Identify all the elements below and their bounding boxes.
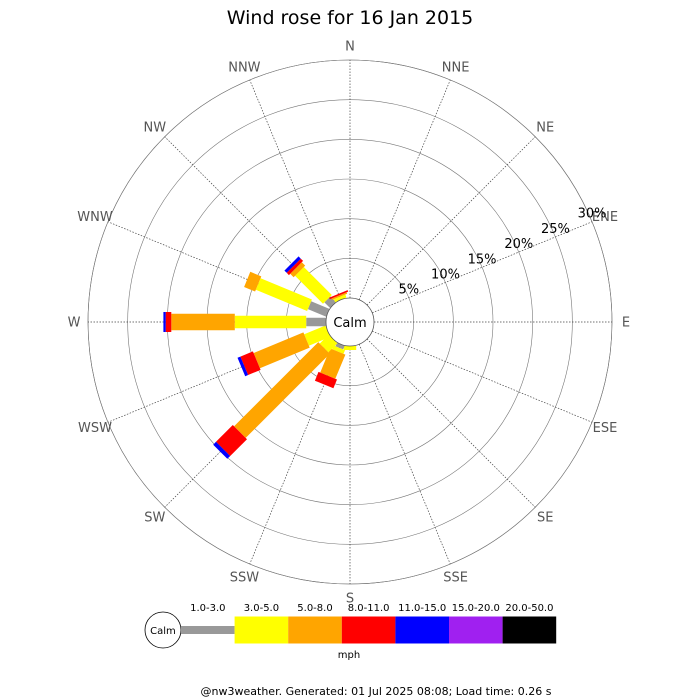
bar-nnw-bin-2 — [331, 292, 348, 300]
legend-label-8-0-11-0: 8.0-11.0 — [348, 603, 390, 614]
bar-sw-bin-3 — [216, 425, 247, 456]
direction-label-sse: SSE — [443, 571, 468, 586]
bar-wnw-bin-2 — [244, 271, 262, 292]
spoke-ne — [366, 136, 536, 306]
direction-label-nw: NW — [144, 120, 167, 135]
legend-label-20-0-50-0: 20.0-50.0 — [505, 603, 553, 614]
bar-nw-bin-3 — [286, 258, 304, 276]
bar-nw-bin-4 — [284, 256, 301, 273]
bar-w-bin-2 — [171, 313, 235, 331]
spoke-ene — [372, 221, 593, 314]
legend-calm-label: Calm — [150, 626, 176, 637]
legend-label-11-0-15-0: 11.0-15.0 — [398, 603, 446, 614]
calm-center: Calm — [325, 297, 375, 347]
calm-circle — [325, 297, 375, 347]
spoke-sse — [358, 344, 451, 565]
legend-swatch-20-0-50-0 — [502, 616, 557, 644]
bar-ssw-bin-2 — [320, 348, 346, 379]
legend-swatch-5-0-8-0 — [288, 616, 342, 644]
bar-wnw-bin-0 — [307, 301, 330, 317]
direction-label-ese: ESE — [593, 421, 618, 436]
legend-swatch-15-0-20-0 — [449, 616, 503, 644]
bar-nnw-bin-3 — [329, 290, 349, 300]
direction-label-nne: NNE — [442, 61, 470, 76]
radial-tick-label-30: 30% — [578, 207, 607, 222]
direction-label-nnw: NNW — [228, 61, 260, 76]
direction-label-w: W — [68, 316, 81, 331]
bar-ssw-bin-1 — [332, 345, 345, 354]
radial-tick-label-25: 25% — [541, 222, 570, 237]
direction-label-e: E — [622, 316, 630, 331]
spoke-nnw — [249, 79, 342, 300]
direction-label-wnw: WNW — [77, 210, 113, 225]
spoke-nne — [358, 79, 451, 300]
speed-legend: Calm mph 1.0-3.0 3.0-5.0 5.0-8.0 8.0-11.0 11… — [144, 603, 557, 661]
bar-w-bin-0 — [306, 317, 326, 327]
wind-bars — [163, 256, 357, 459]
bar-sw-bin-4 — [213, 441, 231, 459]
bar-w-bin-4 — [163, 312, 166, 332]
direction-label-sw: SW — [144, 511, 165, 526]
radial-tick-label-5: 5% — [398, 283, 419, 298]
bar-ssw-bin-3 — [314, 371, 337, 389]
bar-w-bin-3 — [165, 312, 172, 332]
bar-wsw-bin-3 — [240, 351, 261, 375]
legend-label-5-0-8-0: 5.0-8.0 — [297, 603, 332, 614]
bar-nw-bin-1 — [295, 267, 332, 304]
bar-nw-bin-2 — [290, 262, 306, 278]
percentage-labels: 5% 10% 15% 20% 25% 30% — [398, 207, 606, 298]
direction-label-ene: ENE — [592, 210, 618, 225]
legend-unit: mph — [338, 650, 360, 661]
bar-w-bin-1 — [234, 315, 307, 329]
bar-s-bin-1 — [343, 346, 357, 350]
legend-swatch-3-0-5-0 — [234, 616, 289, 644]
bar-sw-bin-2 — [234, 342, 330, 438]
direction-labels: N NNE NE ENE E ESE SE SSE S SSW SW WSW W WNW NW NNW — [68, 40, 631, 607]
direction-label-se: SE — [537, 511, 553, 526]
direction-label-s: S — [346, 592, 354, 607]
legend-swatch-1-0-3-0 — [181, 626, 235, 634]
bar-wsw-bin-2 — [253, 332, 310, 369]
direction-label-n: N — [345, 40, 355, 55]
legend-label-1-0-3-0: 1.0-3.0 — [190, 603, 225, 614]
legend-swatch-11-0-15-0 — [395, 616, 449, 644]
footer-text: @nw3weather. Generated: 01 Jul 2025 08:0… — [201, 685, 552, 698]
bar-ssw-bin-0 — [335, 342, 345, 350]
legend-label-15-0-20-0: 15.0-20.0 — [452, 603, 500, 614]
bar-wsw-bin-4 — [237, 356, 249, 377]
bar-wsw-bin-1 — [304, 325, 331, 346]
legend-swatch-8-0-11-0 — [341, 616, 396, 644]
direction-label-ne: NE — [536, 120, 554, 135]
calm-label: Calm — [333, 316, 366, 331]
radial-tick-label-20: 20% — [504, 237, 533, 252]
spoke-ese — [372, 330, 593, 423]
legend-label-3-0-5-0: 3.0-5.0 — [244, 603, 279, 614]
spoke-se — [366, 338, 536, 508]
radial-tick-label-15: 15% — [468, 252, 497, 267]
bar-nnw-bin-1 — [333, 294, 347, 303]
direction-label-ssw: SSW — [230, 571, 260, 586]
bar-wnw-bin-1 — [255, 278, 312, 311]
radial-tick-label-10: 10% — [431, 268, 460, 283]
direction-label-wsw: WSW — [78, 421, 112, 436]
chart-title: Wind rose for 16 Jan 2015 — [227, 7, 474, 29]
